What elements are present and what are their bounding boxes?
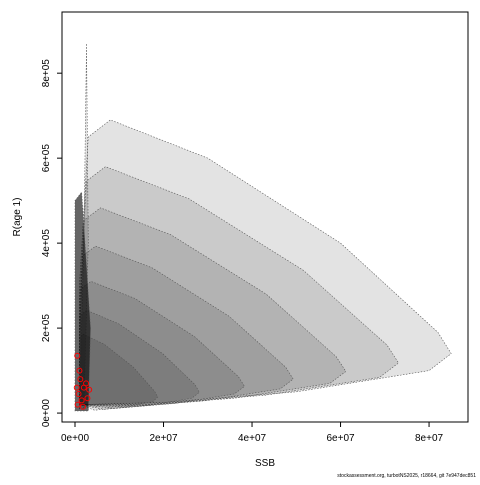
confidence-region: [79, 281, 245, 409]
confidence-region: [79, 245, 294, 408]
y-tick-label: 4e+05: [41, 229, 52, 258]
observation-point: [76, 367, 83, 374]
observation-point: [78, 397, 85, 404]
footer: stockassessment.org, turbotNS2025, r1866…: [337, 473, 476, 479]
confidence-region: [79, 333, 159, 411]
observation-point: [74, 352, 81, 359]
y-tick-label: 8e+05: [41, 59, 52, 88]
y-tick-label: 6e+05: [41, 144, 52, 173]
observation-point: [79, 403, 86, 410]
y-axis-label: R(age 1): [12, 198, 23, 237]
observation-point: [74, 401, 81, 408]
observation-point: [75, 390, 82, 397]
x-tick-label: 0e+00: [61, 433, 90, 444]
observation-point: [86, 386, 93, 393]
x-axis-label: SSB: [255, 458, 275, 469]
confidence-region: [79, 166, 399, 405]
observation-point: [77, 376, 84, 383]
confidence-region: [79, 309, 200, 410]
x-tick-label: 6e+07: [326, 433, 355, 444]
observation-point: [83, 380, 90, 387]
plot-frame: [61, 11, 469, 423]
observation-point: [73, 384, 80, 391]
regions: [73, 43, 452, 412]
observation-point: [84, 395, 91, 402]
confidence-region: [79, 119, 452, 405]
confidence-region: [79, 207, 347, 406]
x-tick-label: 8e+07: [415, 433, 444, 444]
x-tick-label: 2e+07: [149, 433, 178, 444]
confidence-region: [74, 191, 91, 412]
y-tick-label: 0e+00: [41, 399, 52, 428]
x-tick-label: 4e+07: [238, 433, 267, 444]
y-tick-label: 2e+05: [41, 314, 52, 343]
